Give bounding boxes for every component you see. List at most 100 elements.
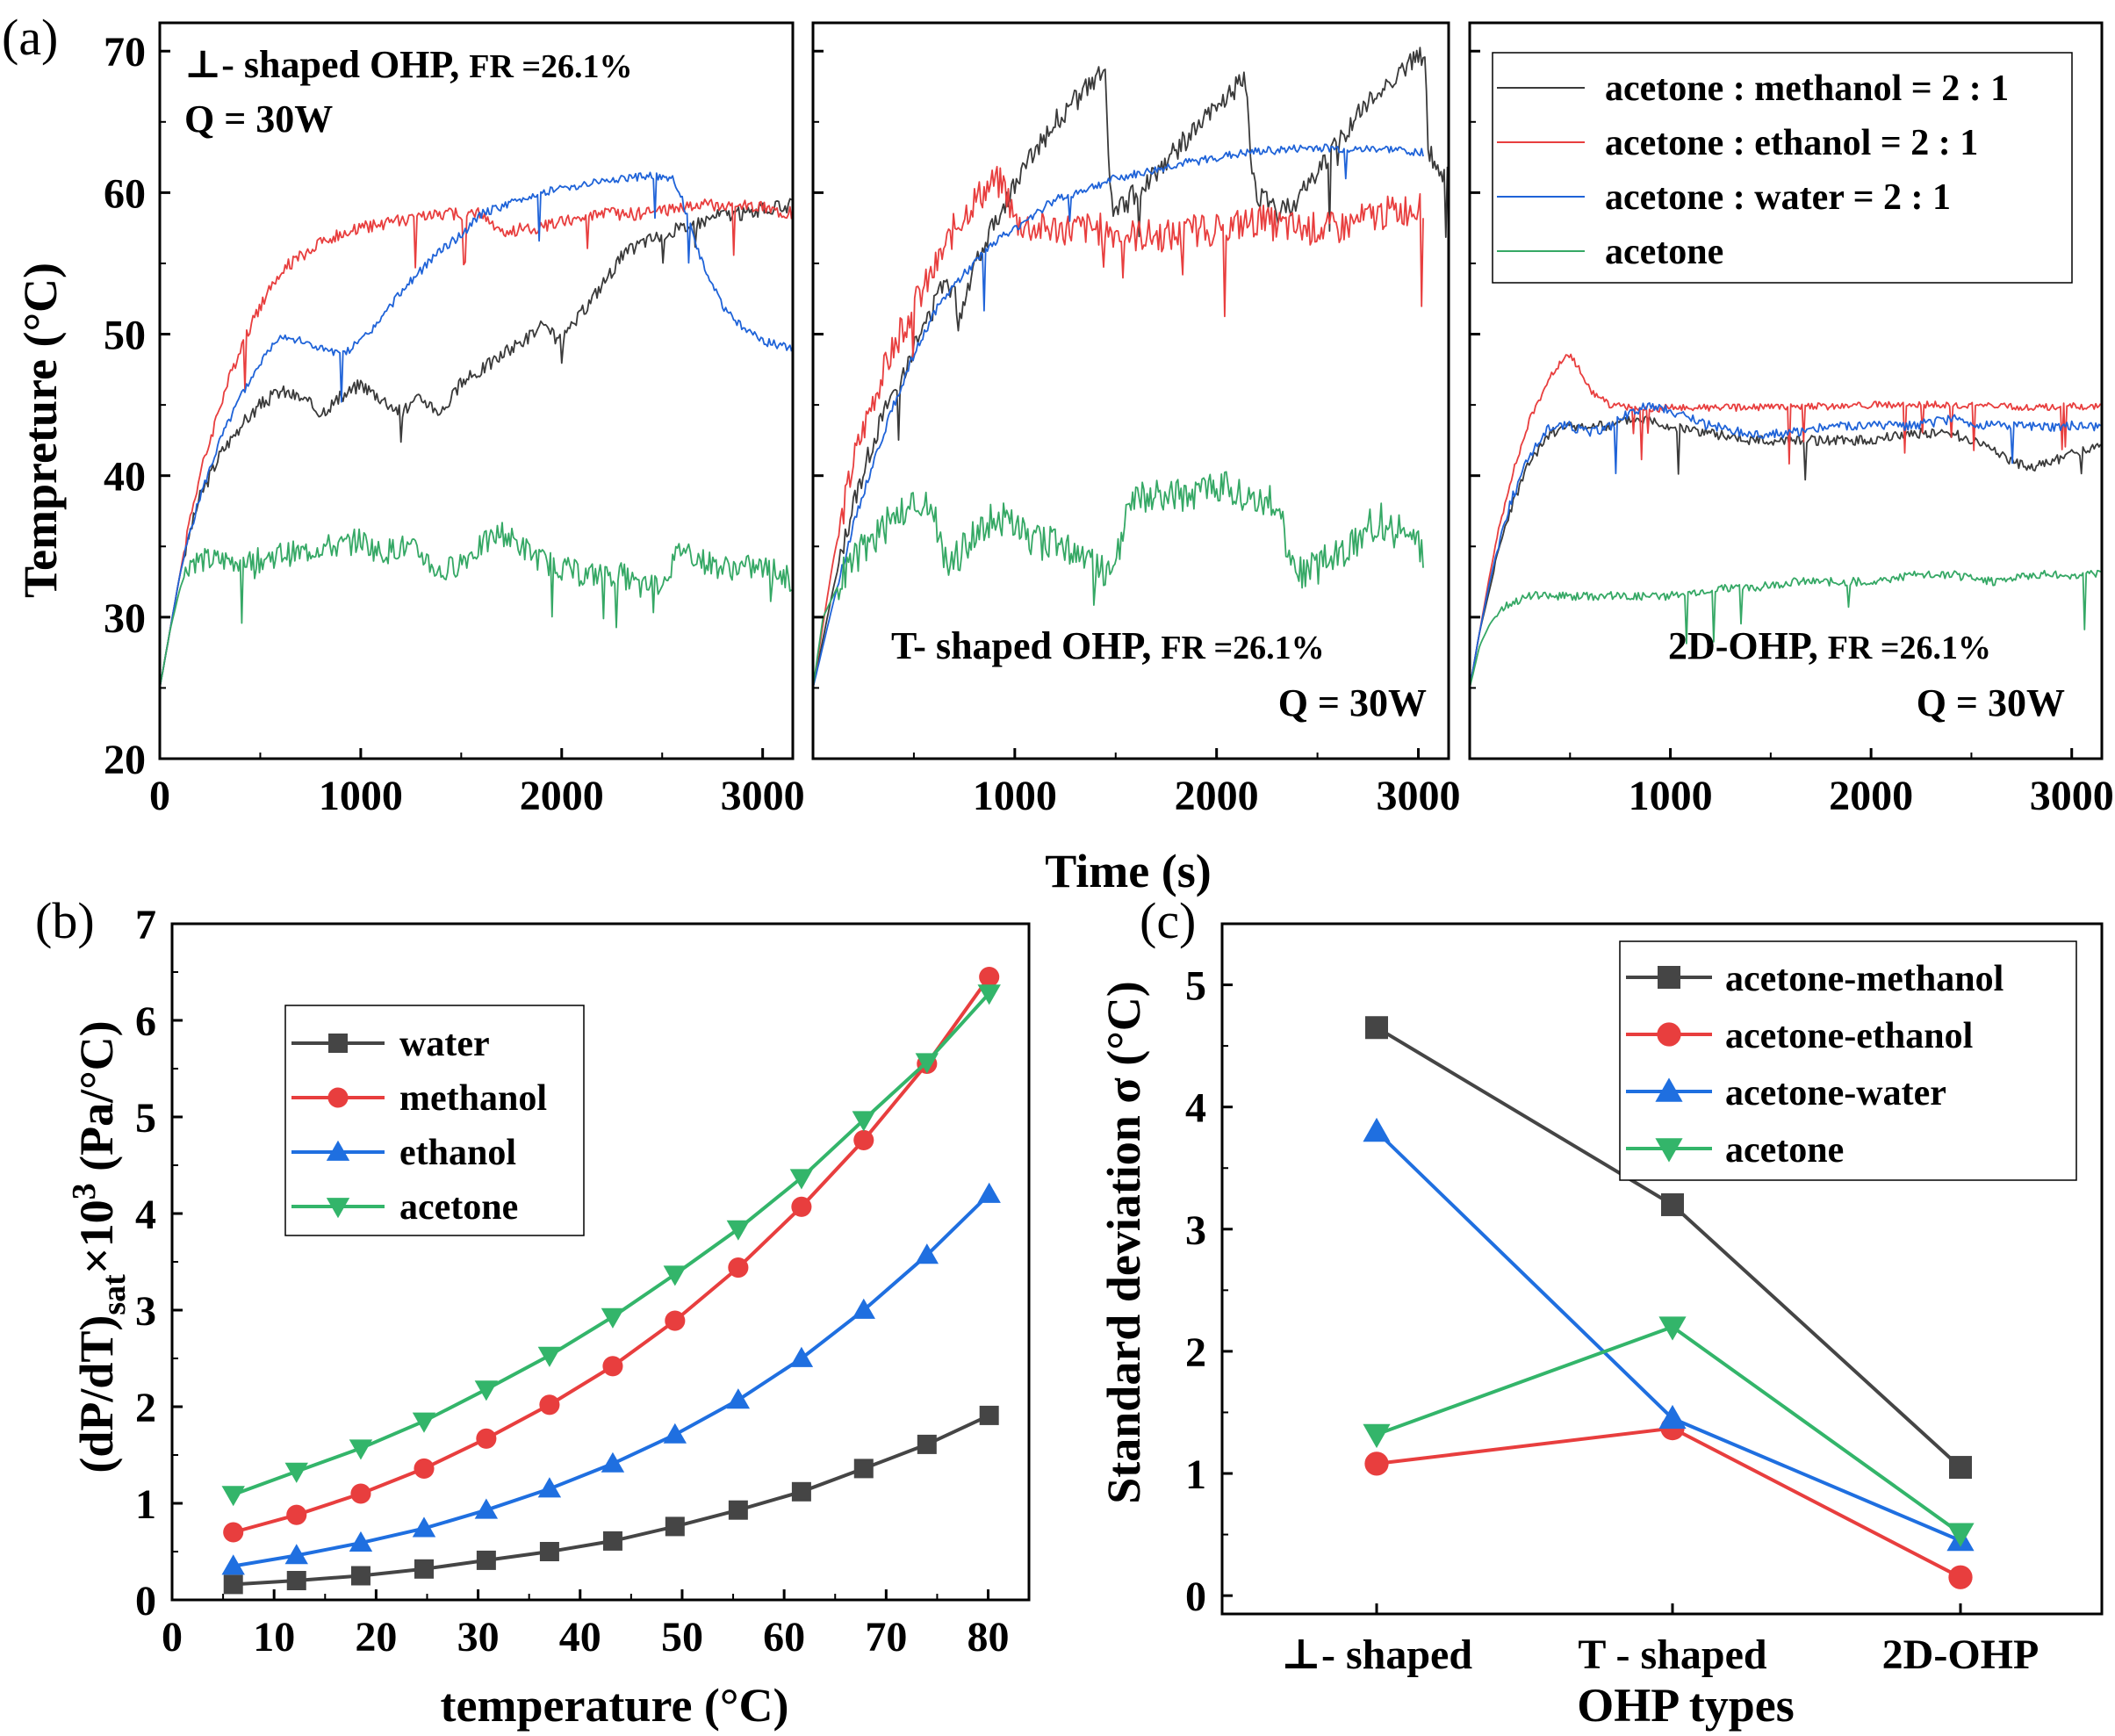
x-tick-label: 3000 <box>721 773 805 819</box>
annotation-2d-title: 2D-OHP, FR =26.1% <box>1668 624 1991 667</box>
marker-methanol <box>979 966 1000 988</box>
legend-label-acetone-methanol: acetone-methanol <box>1725 959 2003 999</box>
y-tick-label: 4 <box>135 1192 156 1238</box>
y-tick-label: 50 <box>104 313 146 359</box>
marker-acetone-ethanol <box>1364 1451 1389 1476</box>
series-line-acetone-water-2-1 <box>160 171 793 688</box>
panel-c-label: (c) <box>1140 892 1196 949</box>
y-tick-label: 1 <box>135 1481 156 1528</box>
legend-label-acetone-c: acetone <box>1725 1130 1844 1171</box>
subplot-frame <box>811 21 1450 760</box>
y-tick-label: 30 <box>104 595 146 642</box>
series-line-acetone-ethanol-2-1 <box>813 165 1424 688</box>
marker-water <box>350 1566 370 1586</box>
panel-c-legend: acetone-methanol acetone-ethanol acetone… <box>1619 940 2077 1181</box>
legend-marks-b <box>291 1034 385 1219</box>
y-tick-label: 3 <box>1185 1207 1206 1254</box>
legend-marks-c <box>1626 966 1712 1163</box>
marker-acetone <box>852 1111 875 1132</box>
marker-methanol <box>414 1458 435 1479</box>
marker-water <box>286 1571 306 1590</box>
legend-label-water-mix: acetone : water = 2 : 1 <box>1605 177 1951 218</box>
x-tick-label: 3000 <box>2030 773 2114 819</box>
marker-methanol <box>665 1310 686 1331</box>
series-line-acetone-methanol-2-1 <box>160 198 793 688</box>
legend-label-acetone-ethanol: acetone-ethanol <box>1725 1016 1973 1056</box>
x-tick-label: T - shaped <box>1578 1632 1767 1678</box>
marker-ethanol <box>412 1516 436 1538</box>
legend-label-methanol-mix: acetone : methanol = 2 : 1 <box>1605 68 2009 109</box>
marker-methanol <box>728 1257 749 1279</box>
marker-water <box>602 1531 622 1551</box>
marker-ethanol <box>537 1477 562 1498</box>
marker-acetone <box>221 1486 245 1507</box>
y-tick-label: 2 <box>1185 1329 1206 1376</box>
x-tick-label: 10 <box>253 1614 295 1660</box>
marker-acetone <box>537 1346 562 1367</box>
series-line-acetone-ethanol-2-1 <box>160 198 793 688</box>
marker-acetone <box>915 1053 939 1074</box>
x-tick-label: 40 <box>559 1614 601 1660</box>
marker-ethanol <box>915 1243 939 1264</box>
y-tick-label: 1 <box>1185 1451 1206 1498</box>
x-tick-label: 2000 <box>1829 773 1913 819</box>
panel-a-ylabel: Tempreture (°C) <box>14 263 67 598</box>
series-line-acetone-water-2-1 <box>813 143 1424 688</box>
series-line-ethanol <box>233 1192 991 1568</box>
marker-acetone-water <box>1658 1404 1687 1430</box>
series-line-acetone <box>1470 569 2102 688</box>
legend-box <box>1492 52 2073 284</box>
marker-ethanol <box>852 1298 875 1319</box>
panel-b: (b) (dP/dT)sat×103 (Pa/°C) temperature (… <box>35 892 1031 1732</box>
x-tick-label: ⊥- shaped <box>1281 1632 1472 1678</box>
marker-methanol <box>476 1428 497 1449</box>
marker-methanol <box>539 1394 560 1415</box>
annotation-t-power: Q = 30W <box>1278 681 1427 724</box>
legend-marker-ethanol <box>326 1140 350 1161</box>
series-line-acetone-water <box>1375 1130 1961 1543</box>
legend-label-acetone-water: acetone-water <box>1725 1073 1946 1113</box>
x-tick-label: 20 <box>355 1614 397 1660</box>
y-tick-label: 0 <box>135 1578 156 1624</box>
y-tick-label: 6 <box>135 998 156 1045</box>
marker-ethanol <box>474 1498 499 1519</box>
series-line-acetone-water-2-1 <box>1470 402 2102 688</box>
marker-acetone <box>663 1265 687 1286</box>
marker-water <box>853 1459 874 1479</box>
marker-water <box>979 1405 999 1425</box>
subplot-frame <box>1468 21 2104 760</box>
legend-label-acetone-b: acetone <box>399 1187 518 1228</box>
panel-c-ylabel: Standard deviation σ (°C) <box>1097 981 1150 1504</box>
panel-c-frame <box>1220 922 2104 1616</box>
series-line-acetone <box>160 522 793 688</box>
marker-acetone-water <box>1363 1117 1391 1142</box>
x-tick-label: 50 <box>661 1614 703 1660</box>
x-tick-label: 80 <box>968 1614 1010 1660</box>
series-line-acetone-ethanol-2-1 <box>1470 353 2102 688</box>
panel-c: (c) Standard deviation σ (°C) OHP types … <box>1097 892 2104 1732</box>
series-group <box>160 171 793 688</box>
panel-c-plot: 0 1 2 3 4 5 ⊥- shaped T - shaped 2D-OHP <box>1185 922 2104 1678</box>
y-tick-label: 60 <box>104 170 146 217</box>
marker-acetone <box>1658 1316 1687 1341</box>
y-tick-label: 2 <box>135 1385 156 1431</box>
legend-label-ethanol: ethanol <box>399 1133 516 1173</box>
marker-methanol <box>602 1356 623 1377</box>
x-tick-label: 70 <box>865 1614 907 1660</box>
series-line-acetone-methanol-2-1 <box>813 47 1449 688</box>
x-tick-label: 1000 <box>319 773 403 819</box>
marker-methanol <box>350 1483 371 1504</box>
marker-acetone-methanol <box>1661 1192 1684 1216</box>
legend-box-c <box>1619 940 2077 1181</box>
annotation-2d-power: Q = 30W <box>1917 681 2065 724</box>
marker-acetone <box>789 1169 814 1190</box>
panel-b-ylabel: (dP/dT)sat×103 (Pa/°C) <box>66 1020 133 1473</box>
x-tick-label: 2000 <box>520 773 604 819</box>
y-tick-label: 5 <box>135 1095 156 1142</box>
annotation-t-title: T- shaped OHP, FR =26.1% <box>891 624 1325 667</box>
panel-c-xlabel: OHP types <box>1577 1679 1795 1732</box>
marker-acetone <box>412 1412 436 1433</box>
x-tick-label: 0 <box>149 773 170 819</box>
marker-water <box>728 1500 748 1520</box>
